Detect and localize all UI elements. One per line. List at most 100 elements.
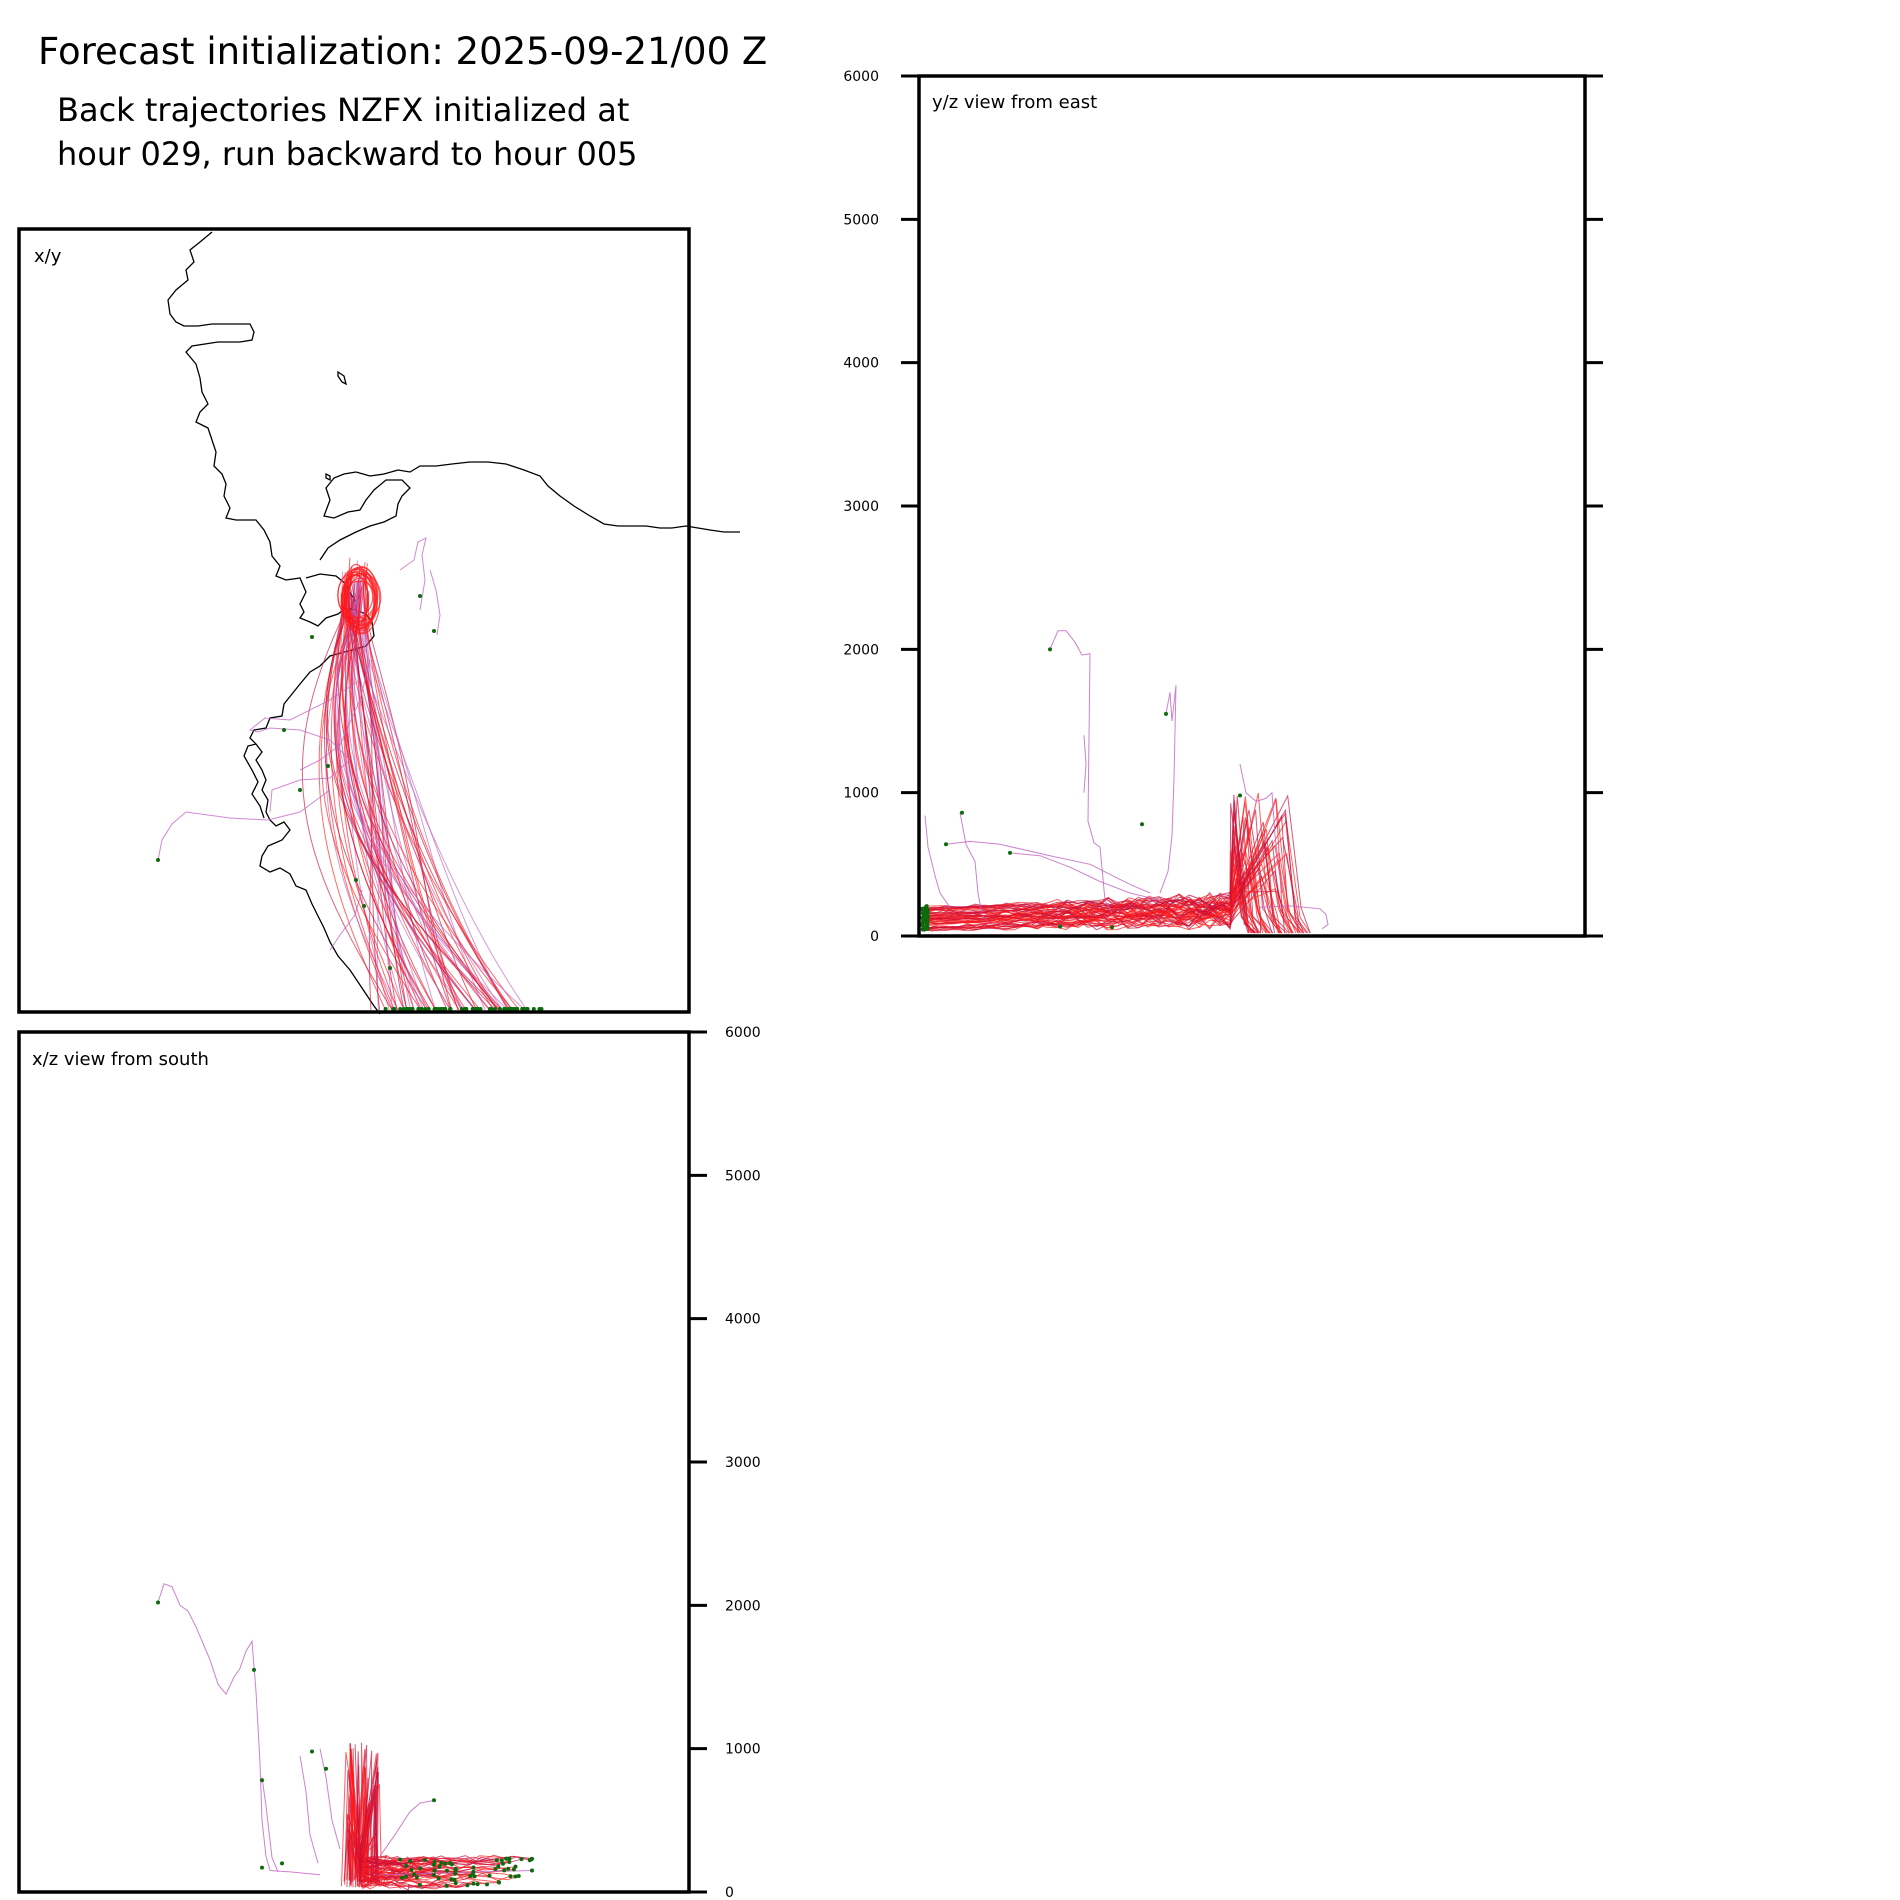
yz-endpoint [920,911,925,916]
coastline-southwest [243,743,265,819]
xz-endpoint [516,1873,521,1878]
yz-trajectories [921,630,1329,934]
xy-endpoint [502,1007,507,1011]
xy-endpoint [401,1007,406,1011]
xz-endpoint [453,1866,458,1871]
xz-endpoint [431,1862,436,1867]
xz-endpoint [471,1865,476,1870]
yz-trajectory-line [926,850,1255,934]
xz-endpoint [443,1861,448,1866]
xy-endpoint [388,966,392,970]
xy-trajectory-line [337,576,501,1011]
xy-trajectory-line [348,587,513,1011]
yz-panel: 0 1000 2000 3000 4000 5000 6000 y/z view from … [843,69,1603,945]
xy-endpoint [531,1007,536,1011]
xz-trajectory-excursion [299,1755,319,1864]
figure-subtitle: Back trajectories NZFX initialized at ho… [57,88,638,176]
xy-endpoint [156,858,160,862]
coastline-inlet [319,471,411,561]
xz-endpoint [506,1866,511,1871]
yz-endpoint [1048,647,1052,652]
xz-y-axis: 0 1000 2000 3000 4000 5000 6000 [689,1025,761,1900]
xy-endpoint [326,764,330,768]
xy-endpoint [432,1007,437,1011]
yz-endpoint [925,907,930,912]
xy-endpoint [471,1007,476,1011]
xy-endpoint [515,1007,520,1011]
xz-endpoint [449,1877,454,1882]
xz-endpoint [404,1863,409,1868]
xy-trajectory-line [350,577,510,1011]
xy-endpoint [298,788,302,792]
xy-endpoint [282,728,286,732]
xy-trajectory-line [301,592,393,1011]
xy-endpoint [443,1007,448,1011]
xz-endpoint [409,1867,414,1872]
coastline [167,231,740,1015]
xy-endpoint [524,1007,529,1011]
xz-endpoint [252,1667,256,1672]
xy-endpoint [512,1007,517,1011]
yz-endpoints [920,647,1242,932]
xy-endpoint [398,1007,403,1011]
yz-endpoint [960,810,964,815]
xy-endpoint [432,629,436,633]
xy-trajectory-excursion [157,789,331,861]
xz-endpoint [408,1859,413,1864]
xz-endpoint [418,1866,423,1871]
coastline-east [355,461,740,533]
coastline-west [167,231,381,1015]
xz-endpoint [507,1856,512,1861]
yz-trajectory-line [925,810,1259,934]
xz-endpoint [468,1874,473,1879]
xz-endpoint [453,1881,458,1886]
xz-endpoint [431,1872,436,1877]
xy-trajectory-line [357,592,498,1011]
xy-trajectory-line [350,596,503,1011]
xz-endpoint [432,1798,436,1803]
xz-endpoint [530,1868,534,1873]
xy-trajectory-excursion [429,569,441,636]
xz-tick-label: 6000 [725,1025,761,1041]
xz-panel-frame [17,1030,691,1894]
yz-trajectory-line [922,796,1264,934]
xy-trajectory-line [337,589,431,1011]
xz-endpoint [507,1860,512,1865]
xz-endpoint [436,1876,441,1881]
xy-trajectory-loop [341,580,378,628]
xy-trajectory-line [335,576,526,1011]
xz-trajectory-line [350,1749,456,1887]
figure-title: Forecast initialization: 2025-09-21/00 Z [38,30,768,73]
xz-endpoint [508,1874,513,1879]
yz-trajectory-line [921,867,1276,934]
xz-endpoint [487,1873,492,1878]
xy-trajectory-line [336,561,405,1011]
yz-endpoint [921,927,926,932]
xz-endpoint [496,1880,501,1885]
xy-trajectory-line [336,571,464,1011]
yz-endpoint [1110,925,1114,930]
small-island-2 [325,472,331,482]
yz-trajectory-excursion [1159,685,1177,894]
xy-trajectory-line [348,588,514,1011]
yz-trajectory-line [926,812,1255,934]
xy-trajectory-excursion [299,659,371,771]
xy-trajectory-loop [345,572,376,634]
xz-endpoint [439,1860,444,1865]
yz-trajectory-excursion [1239,763,1283,894]
xz-endpoint [260,1865,264,1870]
xz-trajectory-excursion [261,1777,279,1873]
xz-endpoint [475,1882,480,1887]
xy-trajectory-line [364,573,462,1011]
xy-trajectory-line [325,583,500,1011]
xz-tick-label: 4000 [725,1312,761,1328]
xy-endpoint [354,878,358,882]
yz-tick-label: 4000 [843,356,879,372]
xy-panel-label: x/y [34,246,62,267]
subtitle-line-2: hour 029, run backward to hour 005 [57,135,638,173]
xy-endpoints [156,594,544,1011]
xy-endpoint [310,635,314,639]
xz-endpoint [471,1881,476,1886]
xy-trajectory-line [326,566,496,1011]
xz-tick-label: 5000 [725,1168,761,1184]
